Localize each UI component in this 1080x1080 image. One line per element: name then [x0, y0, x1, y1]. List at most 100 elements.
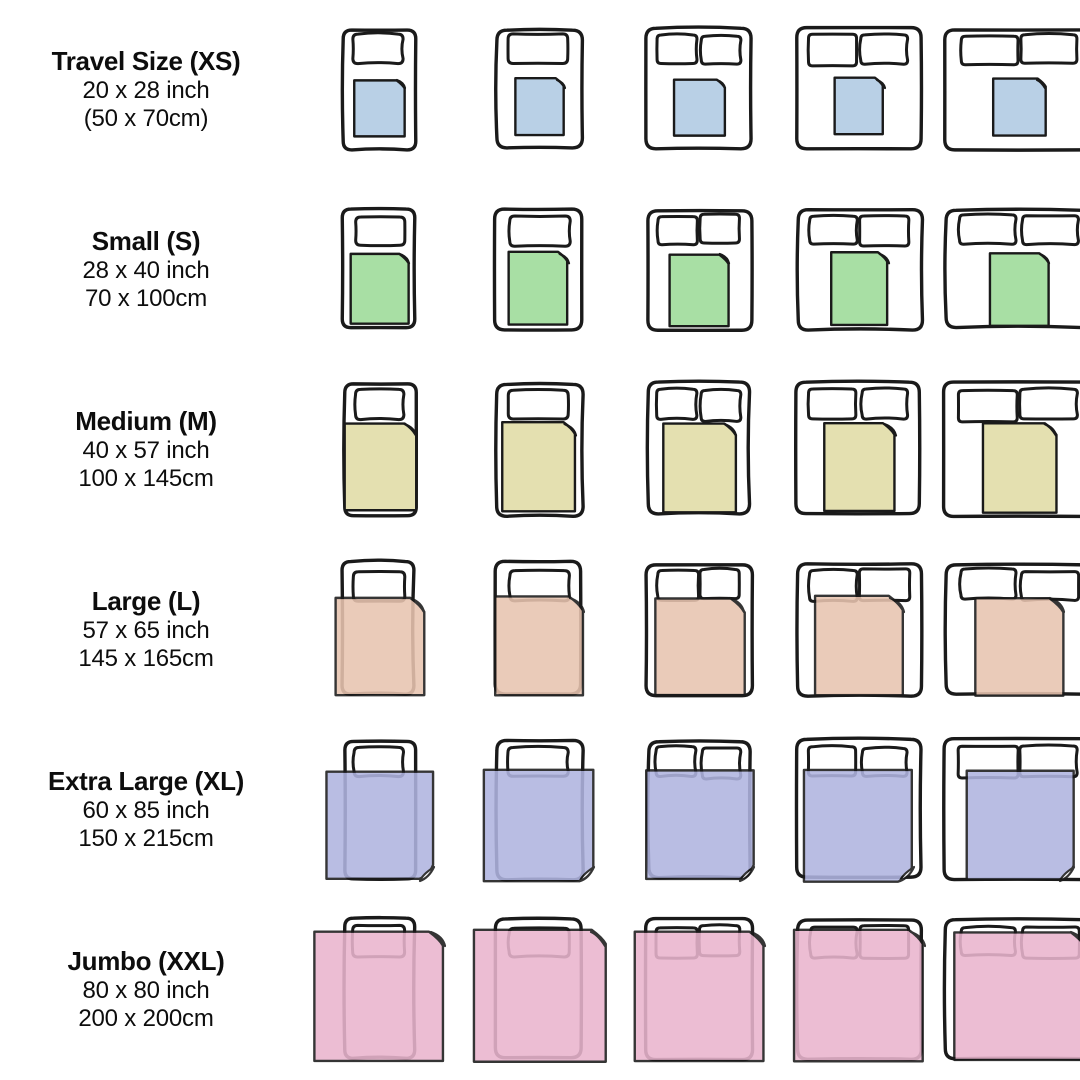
bed-cell-xxl-col3 [620, 900, 780, 1080]
bed-cell-s-col5 [940, 180, 1080, 360]
pillow-icon [956, 212, 1018, 246]
row-dimension-cm: 100 x 145cm [78, 465, 214, 493]
blanket-icon [313, 930, 447, 1063]
blanket-icon [633, 930, 767, 1063]
bed-cell-s-col3 [620, 180, 780, 360]
blanket-icon [662, 422, 738, 514]
pillow-icon [354, 215, 407, 248]
row-title: Jumbo (XXL) [67, 946, 225, 977]
bed-illustration [646, 208, 754, 333]
pillow-icon [507, 214, 572, 248]
row-label-m: Medium (M) 40 x 57 inch 100 x 145cm [0, 406, 300, 493]
row-dimension-cm: 70 x 100cm [84, 285, 208, 313]
blanket-icon [343, 422, 418, 512]
bed-illustration [334, 558, 426, 697]
pillow-icon [351, 31, 405, 66]
blanket-icon [813, 594, 906, 697]
bed-illustration [633, 916, 767, 1063]
pillow-icon [956, 388, 1019, 424]
bed-cell-m-col3 [620, 360, 780, 540]
bed-cell-m-col5 [940, 360, 1080, 540]
row-title: Travel Size (XS) [51, 46, 241, 77]
blanket-icon [668, 252, 731, 328]
row-title: Large (L) [91, 586, 201, 617]
blanket-icon [493, 595, 586, 697]
row-dimension-inch: 60 x 85 inch [82, 797, 210, 825]
bed-cell-xl-col2 [460, 720, 620, 900]
blanket-icon [965, 769, 1076, 883]
bed-illustration [942, 917, 1080, 1062]
blanket-icon [482, 768, 596, 883]
bed-cell-xxl-col5 [940, 900, 1080, 1080]
bed-cell-xs-col2 [460, 0, 620, 180]
row-dimension-inch: 57 x 65 inch [82, 617, 210, 645]
blanket-icon [472, 928, 607, 1063]
row-dimension-inch: 20 x 28 inch [82, 77, 210, 105]
pillow-icon [859, 386, 910, 421]
bed-illustration [644, 25, 753, 151]
row-dimension-cm: 145 x 165cm [78, 645, 214, 673]
blanket-icon [802, 768, 916, 883]
row-label-xs: Travel Size (XS) 20 x 28 inch (50 x 70cm) [0, 46, 300, 133]
pillow-icon [655, 32, 699, 66]
blanket-icon [514, 76, 567, 137]
blanket-icon [953, 930, 1080, 1062]
pillow-icon [1018, 570, 1080, 602]
bed-illustration [492, 207, 584, 332]
bed-illustration [313, 915, 447, 1063]
bed-illustration [325, 739, 436, 883]
row-label-xxl: Jumbo (XXL) 80 x 80 inch 200 x 200cm [0, 946, 300, 1033]
bed-cell-xl-col5 [940, 720, 1080, 900]
bed-illustration [795, 25, 924, 151]
pillow-icon [959, 34, 1020, 67]
row-label-s: Small (S) 28 x 40 inch 70 x 100cm [0, 226, 300, 313]
bed-cell-l-col4 [780, 540, 940, 720]
bed-illustration [795, 207, 925, 332]
blanket-icon [507, 250, 571, 326]
bed-illustration [942, 736, 1080, 883]
row-title: Medium (M) [75, 406, 217, 437]
row-dimension-cm: (50 x 70cm) [83, 105, 209, 133]
bed-illustration [645, 379, 752, 516]
pillow-icon [654, 386, 699, 421]
bed-illustration [792, 918, 927, 1063]
blanket-icon [672, 78, 727, 137]
bed-illustration [472, 916, 607, 1063]
bed-illustration [342, 382, 419, 518]
size-row-s: Small (S) 28 x 40 inch 70 x 100cm [0, 180, 1080, 360]
blanket-icon [823, 421, 898, 513]
row-dimension-cm: 150 x 215cm [78, 825, 214, 853]
pillow-icon [1019, 32, 1079, 65]
bed-illustration [943, 28, 1080, 152]
pillow-icon [858, 32, 910, 66]
pillow-icon [698, 566, 741, 601]
bed-cell-xl-col3 [620, 720, 780, 900]
bed-cell-xl-col4 [780, 720, 940, 900]
pillow-icon [857, 567, 912, 603]
blanket-icon [349, 252, 411, 325]
blanket-icon [334, 596, 426, 697]
row-dimension-cm: 200 x 200cm [78, 1005, 214, 1033]
bed-illustration [941, 380, 1080, 519]
size-row-xxl: Jumbo (XXL) 80 x 80 inch 200 x 200cm [0, 900, 1080, 1080]
blanket-icon [645, 769, 756, 883]
pillow-icon [655, 214, 699, 247]
bed-cell-xs-col5 [940, 0, 1080, 180]
pillow-icon [806, 32, 859, 68]
blanket-icon [325, 770, 436, 883]
bed-illustration [943, 207, 1080, 330]
bed-cell-m-col2 [460, 360, 620, 540]
pillow-icon [807, 213, 859, 246]
bed-cell-l-col2 [460, 540, 620, 720]
row-title: Small (S) [91, 226, 201, 257]
blanket-icon [974, 596, 1066, 697]
pillow-icon [353, 387, 406, 422]
bed-cell-xs-col1 [300, 0, 460, 180]
bed-illustration [644, 563, 755, 698]
bed-illustration [795, 562, 924, 698]
bed-cell-s-col1 [300, 180, 460, 360]
pillow-icon [698, 212, 741, 245]
pillow-icon [655, 568, 701, 602]
bed-illustration [340, 28, 418, 152]
